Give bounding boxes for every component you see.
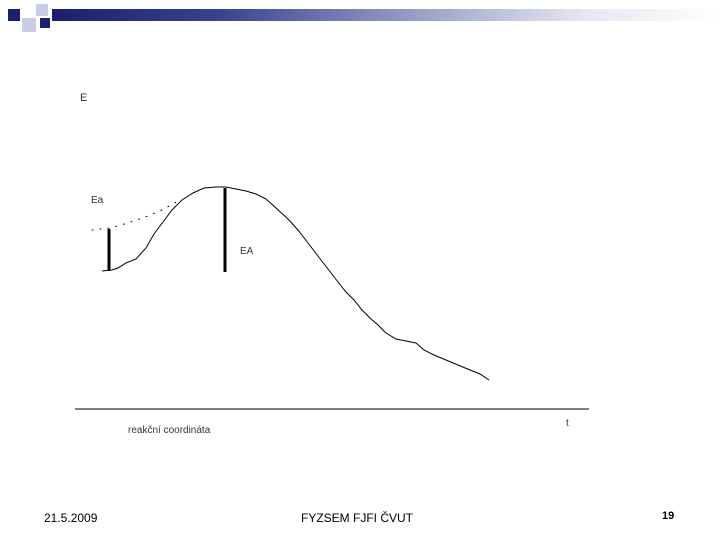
dotted-line xyxy=(91,200,179,231)
x-axis-label: t xyxy=(566,418,569,429)
deco-square-light xyxy=(22,18,36,32)
footer-date: 21.5.2009 xyxy=(44,511,98,525)
large-barrier-label: EA xyxy=(240,246,254,257)
deco-square-dark xyxy=(8,9,20,21)
deco-square-dark xyxy=(40,18,50,28)
footer-center-text: FYZSEM FJFI ČVUT xyxy=(301,511,413,525)
y-axis-label: E xyxy=(80,92,88,104)
deco-square-light xyxy=(36,4,48,16)
energy-curve xyxy=(101,186,490,381)
page-number: 19 xyxy=(662,510,675,522)
x-axis-caption: reakční coordináta xyxy=(128,425,211,436)
deco-gradient-bar xyxy=(52,9,720,21)
small-barrier-label: Ea xyxy=(91,195,104,206)
